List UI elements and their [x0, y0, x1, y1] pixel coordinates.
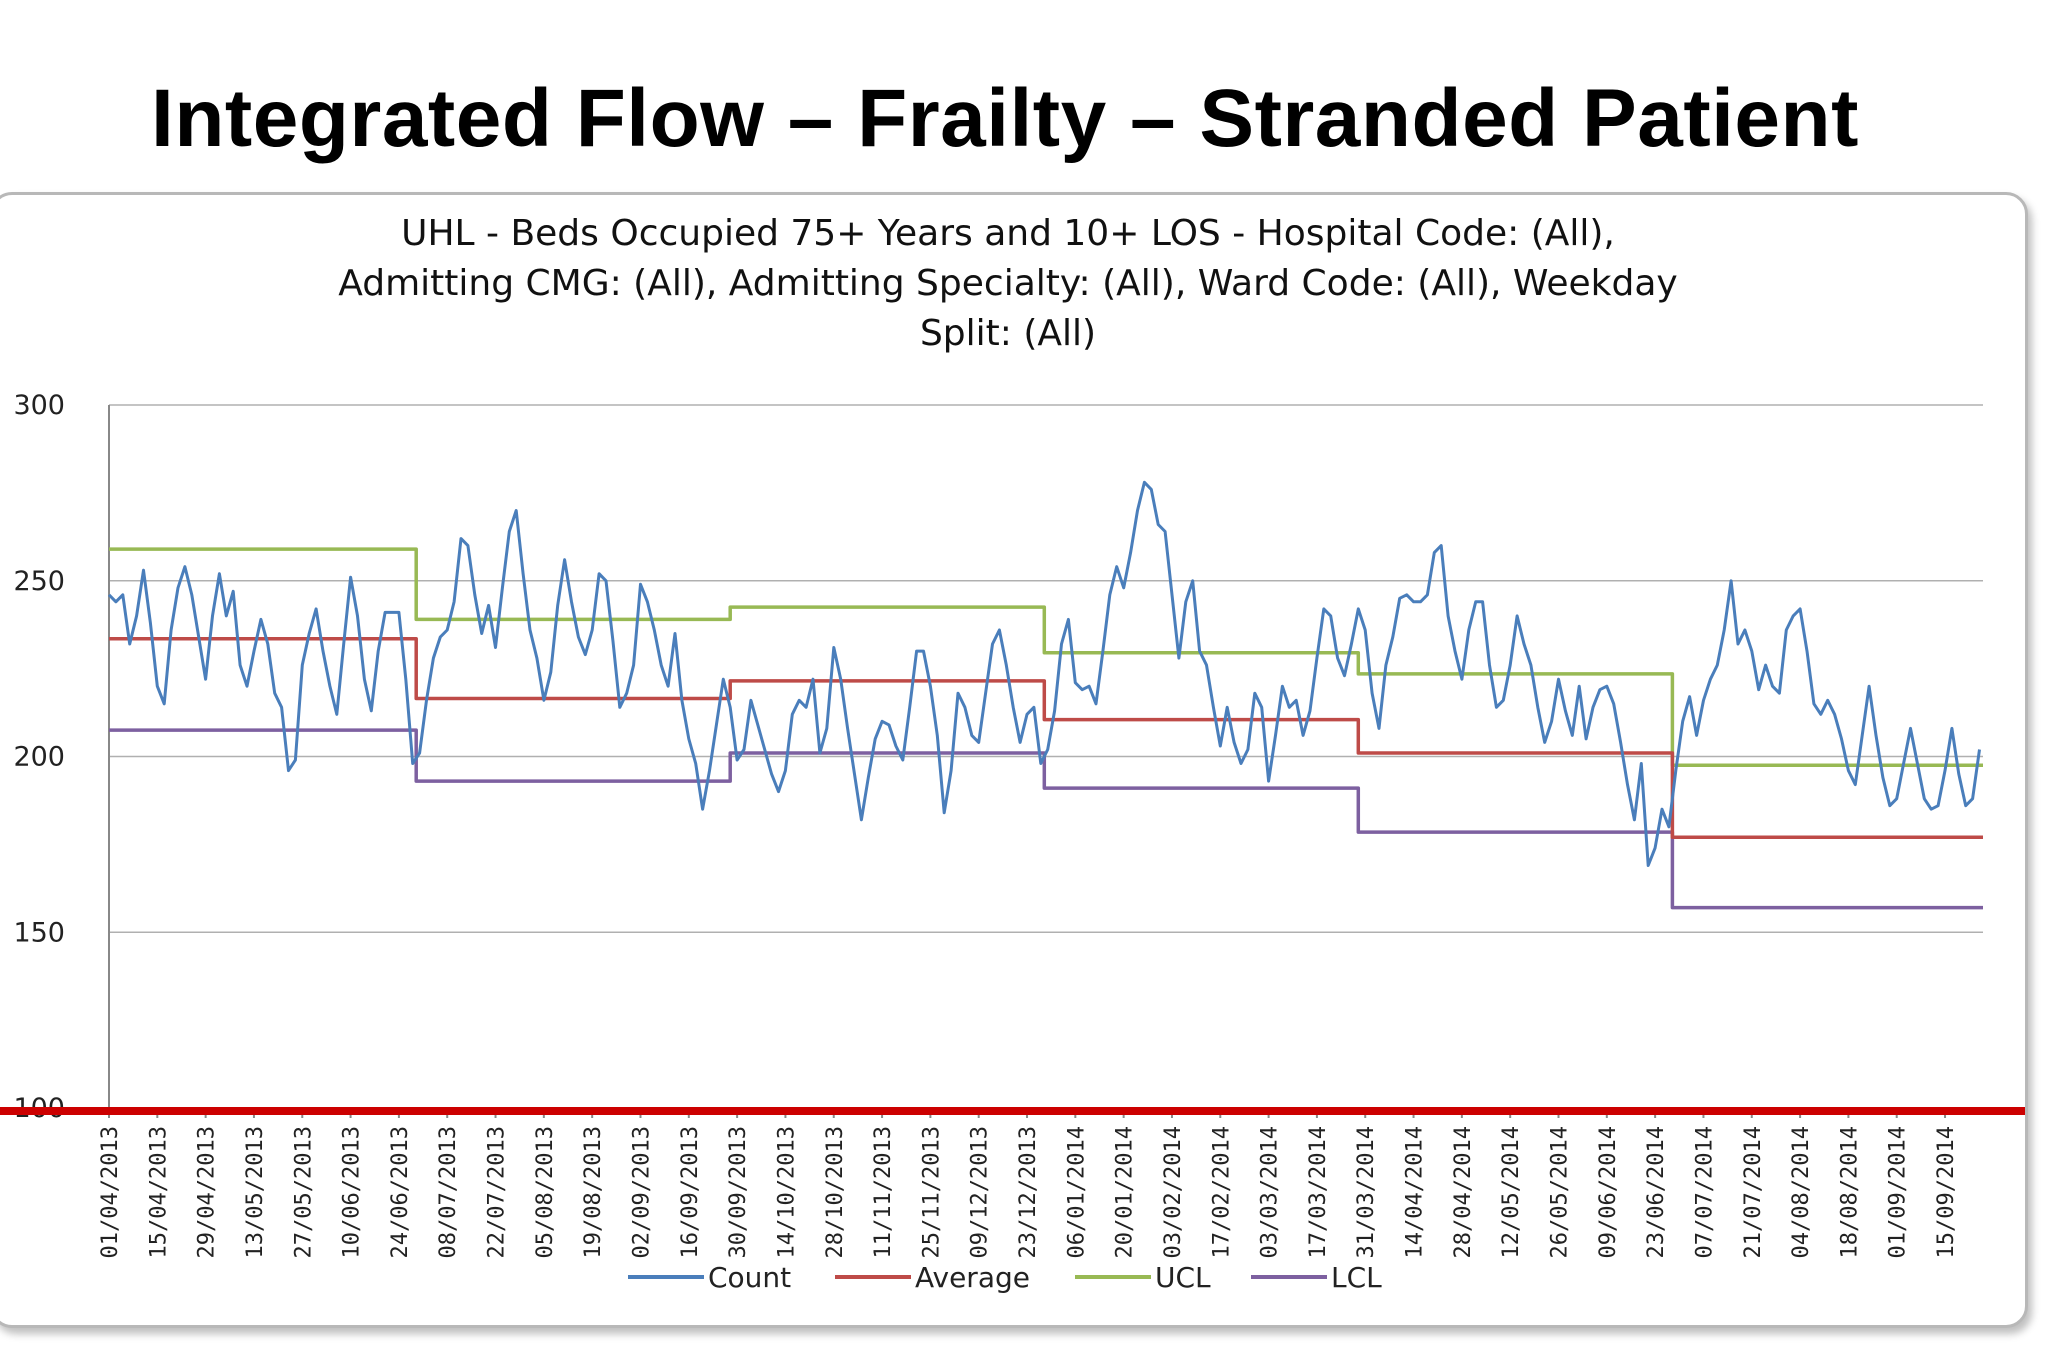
x-tick-label: 09/06/2014: [1596, 1126, 1621, 1258]
x-tick-label: 01/04/2013: [98, 1126, 123, 1258]
chart-title-line-3: Split: (All): [920, 313, 1096, 354]
legend-label-ucl: UCL: [1155, 1261, 1211, 1294]
chart-title-line-2: Admitting CMG: (All), Admitting Specialt…: [338, 263, 1678, 304]
x-tick-label: 31/03/2014: [1354, 1126, 1379, 1258]
x-tick-label: 28/04/2014: [1451, 1126, 1476, 1258]
x-tick-label: 02/09/2013: [629, 1126, 654, 1258]
chart-title: UHL - Beds Occupied 75+ Years and 10+ LO…: [338, 213, 1678, 354]
x-tick-label: 06/01/2014: [1064, 1126, 1089, 1258]
x-tick-label: 16/09/2013: [678, 1126, 703, 1258]
x-tick-label: 13/05/2013: [243, 1126, 268, 1258]
x-tick-label: 15/09/2014: [1934, 1126, 1959, 1258]
chart-title-line-1: UHL - Beds Occupied 75+ Years and 10+ LO…: [401, 213, 1615, 254]
x-tick-label: 30/09/2013: [726, 1126, 751, 1258]
y-tick-label: 250: [13, 566, 65, 597]
x-tick-label: 14/10/2013: [774, 1126, 799, 1258]
legend-label-average: Average: [915, 1261, 1030, 1294]
x-tick-label: 17/03/2014: [1306, 1126, 1331, 1258]
series-line-count: [107, 480, 1981, 867]
legend-label-lcl: LCL: [1331, 1261, 1382, 1294]
x-tick-label: 04/08/2014: [1789, 1126, 1814, 1258]
x-tick-label: 11/11/2013: [871, 1126, 896, 1258]
y-tick-label: 300: [13, 390, 65, 421]
x-tick-label: 14/04/2014: [1403, 1126, 1428, 1258]
x-tick-label: 18/08/2014: [1837, 1126, 1862, 1258]
line-chart: UHL - Beds Occupied 75+ Years and 10+ LO…: [0, 213, 2025, 1294]
x-tick-label: 25/11/2013: [919, 1126, 944, 1258]
x-axis: 01/04/2013 15/04/2013 29/04/2013 13/05/2013…: [98, 1107, 1983, 1258]
series-line-lcl: [109, 728, 1983, 910]
x-tick-label: 17/02/2014: [1209, 1126, 1234, 1258]
x-tick-label: 19/08/2013: [581, 1126, 606, 1258]
x-tick-label: 22/07/2013: [485, 1126, 510, 1258]
x-tick-label: 27/05/2013: [291, 1126, 316, 1258]
y-axis: 100150200250300: [13, 390, 110, 1124]
x-tick-label: 20/01/2014: [1113, 1126, 1138, 1258]
x-tick-label: 03/02/2014: [1161, 1126, 1186, 1258]
x-tick-label: 28/10/2013: [823, 1126, 848, 1258]
series-lines: [107, 480, 1983, 910]
x-tick-label: 03/03/2014: [1258, 1126, 1283, 1258]
x-tick-label: 29/04/2013: [195, 1126, 220, 1258]
x-tick-label: 12/05/2014: [1499, 1126, 1524, 1258]
x-tick-label: 01/09/2014: [1886, 1126, 1911, 1258]
chart-frame: UHL - Beds Occupied 75+ Years and 10+ LO…: [0, 192, 2028, 1328]
x-tick-label: 23/12/2013: [1016, 1126, 1041, 1258]
slide-title: Integrated Flow – Frailty – Stranded Pat…: [151, 73, 1859, 164]
series-line-ucl: [109, 547, 1983, 768]
x-tick-label: 26/05/2014: [1548, 1126, 1573, 1258]
y-tick-label: 150: [13, 917, 65, 948]
x-tick-label: 23/06/2014: [1644, 1126, 1669, 1258]
x-tick-label: 15/04/2013: [146, 1126, 171, 1258]
x-tick-label: 09/12/2013: [968, 1126, 993, 1258]
legend-label-count: Count: [708, 1261, 791, 1294]
y-tick-label: 200: [13, 742, 65, 773]
x-tick-label: 21/07/2014: [1741, 1126, 1766, 1258]
x-tick-label: 24/06/2013: [388, 1126, 413, 1258]
x-tick-label: 05/08/2013: [533, 1126, 558, 1258]
x-tick-label: 10/06/2013: [340, 1126, 365, 1258]
series-line-average: [109, 636, 1983, 840]
x-tick-label: 08/07/2013: [436, 1126, 461, 1258]
x-tick-label: 07/07/2014: [1692, 1126, 1717, 1258]
legend: Count Average UCL LCL: [628, 1261, 1382, 1294]
